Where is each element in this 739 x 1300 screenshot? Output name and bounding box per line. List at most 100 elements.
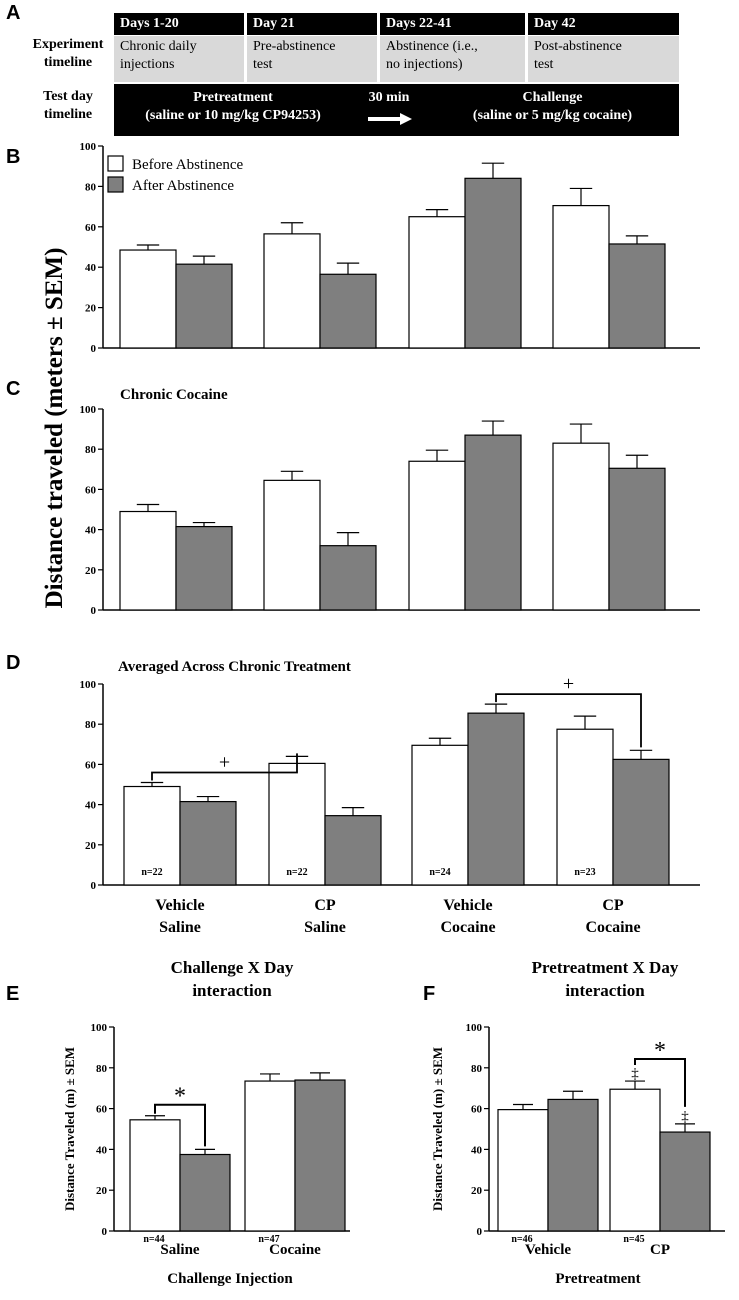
panel-f-n-label: n=46 — [511, 1234, 532, 1245]
panel-d-n-label: n=24 — [429, 867, 450, 878]
panel-c-bar-before-2 — [263, 479, 321, 611]
panel-c-bar-after-1 — [175, 525, 233, 611]
panel-c-y-tick-label: 100 — [80, 404, 97, 416]
phase-cell-3: Abstinence (i.e., no injections) — [380, 36, 525, 82]
panel-f-category-label: CP — [650, 1242, 670, 1258]
phase-3-line1: Abstinence (i.e., — [386, 39, 478, 54]
panel-d-sig-mark-2: + — [563, 673, 574, 695]
panel-e-category-label: Cocaine — [269, 1242, 321, 1258]
panel-e-bar-after-2 — [294, 1079, 346, 1232]
panel-c-chart: 0 20 40 60 80 100 — [80, 404, 700, 617]
panel-e-y-tick-label: 40 — [96, 1144, 108, 1156]
panel-c-y-tick-label: 20 — [85, 565, 97, 577]
panel-d-n-label: n=22 — [286, 867, 307, 878]
panel-d-category-line2: Cocaine — [440, 919, 495, 936]
panel-e-bar-after-1 — [179, 1153, 231, 1232]
panel-c-bar-after-3 — [464, 434, 522, 611]
panel-d-bar-before-1 — [123, 785, 181, 886]
panel-d-category-line2: Cocaine — [585, 919, 640, 936]
panel-f-bar-after-1 — [547, 1098, 599, 1232]
panel-d-sig-bracket-1 — [151, 753, 298, 781]
panel-f-bar-before-1 — [497, 1109, 549, 1232]
panel-c-y-tick-label: 60 — [85, 484, 97, 496]
panel-b-bar-before-1 — [119, 249, 177, 349]
panel-f-title-line2: interaction — [565, 981, 645, 1000]
panel-letter-e: E — [6, 983, 19, 1005]
legend-label-after: After Abstinence — [132, 178, 234, 194]
panel-b-y-tick-label: 0 — [91, 343, 97, 355]
panel-e-y-axis-label: Distance Traveled (m) ± SEM — [62, 1047, 77, 1211]
phase-head-2: Day 21 — [247, 13, 377, 35]
panel-b-chart: 0 20 40 60 80 100 Before Abstinence After Absti… — [80, 141, 700, 355]
phase-4-line2: test — [534, 57, 554, 72]
phase-head-1: Days 1-20 — [114, 13, 244, 35]
panel-f-y-tick-label: 20 — [471, 1185, 483, 1197]
panel-letter-a: A — [6, 2, 21, 24]
shared-y-axis-label: Distance traveled (meters ± SEM) — [41, 248, 68, 609]
panel-d-category-line2: Saline — [159, 919, 201, 936]
experiment-label-line1: Experiment — [32, 37, 104, 52]
test-day-label-line1: Test day — [43, 89, 93, 104]
panel-f-y-tick-label: 80 — [471, 1063, 483, 1075]
panel-d-category-line1: Vehicle — [443, 897, 492, 914]
panel-e-sig-bracket — [154, 1103, 206, 1147]
panel-e-x-axis-label: Challenge Injection — [167, 1271, 293, 1287]
panel-f-chart: F Pretreatment X Day interaction 0 20 40 60 80 1… — [423, 958, 725, 1287]
panel-c-bar-before-3 — [408, 460, 466, 611]
panel-e-bar-before-1 — [129, 1119, 181, 1232]
panel-f-y-axis-label: Distance Traveled (m) ± SEM — [430, 1047, 445, 1211]
panel-d-sig-bracket-2 — [495, 693, 642, 748]
panel-d-category-line1: CP — [602, 897, 624, 914]
panel-b-y-tick-label: 20 — [85, 303, 97, 315]
panel-d-bar-before-2 — [268, 762, 326, 886]
panel-f-dagger-after: ‡ — [681, 1109, 689, 1125]
panel-c-title: Chronic Cocaine — [120, 387, 228, 403]
panel-f-y-tick-label: 40 — [471, 1144, 483, 1156]
panel-c-bar-before-1 — [119, 510, 177, 611]
panel-b-y-tick-label: 80 — [85, 181, 97, 193]
panel-c-y-tick-label: 0 — [91, 605, 97, 617]
panel-f-title-line1: Pretreatment X Day — [532, 958, 679, 977]
panel-d-bar-after-3 — [467, 712, 525, 886]
panel-d-y-tick-label: 80 — [85, 719, 97, 731]
panel-f-bar-before-2 — [609, 1088, 661, 1232]
panel-d-y-tick-label: 0 — [91, 880, 97, 892]
pretreatment-line2: (saline or 10 mg/kg CP94253) — [145, 108, 321, 123]
challenge-line1: Challenge — [522, 90, 583, 105]
legend-label-before: Before Abstinence — [132, 157, 244, 173]
panel-f-x-axis-label: Pretreatment — [555, 1271, 640, 1287]
interval-label: 30 min — [368, 90, 410, 105]
panel-b-bar-before-2 — [263, 233, 321, 349]
panel-d-bar-before-4 — [556, 728, 614, 886]
panel-d-y-tick-label: 40 — [85, 800, 97, 812]
panel-c-bar-before-4 — [552, 442, 610, 611]
panel-d-category-line2: Saline — [304, 919, 346, 936]
panel-e-y-tick-label: 0 — [102, 1226, 108, 1238]
panel-f-y-tick-label: 0 — [477, 1226, 483, 1238]
arrow-right-icon — [368, 113, 412, 125]
panel-letter-d: D — [6, 652, 20, 674]
phase-1-line2: injections — [120, 57, 175, 72]
phase-2-line2: test — [253, 57, 273, 72]
panel-f-sig-mark: * — [654, 1038, 666, 1064]
panel-d-category-line1: CP — [314, 897, 336, 914]
panel-f-n-label: n=45 — [623, 1234, 644, 1245]
panel-d-sig-mark-1: + — [219, 751, 230, 773]
panel-c-bar-after-2 — [319, 545, 377, 611]
panel-b-bar-after-4 — [608, 243, 666, 349]
panel-e-y-tick-label: 80 — [96, 1063, 108, 1075]
panel-f-category-label: Vehicle — [525, 1242, 571, 1258]
panel-d-n-label: n=22 — [141, 867, 162, 878]
phase-head-4: Day 42 — [528, 13, 679, 35]
phase-cell-2: Pre-abstinence test — [247, 36, 377, 82]
panel-d-y-tick-label: 100 — [80, 679, 97, 691]
test-day-label-line2: timeline — [43, 107, 93, 122]
pretreatment-line1: Pretreatment — [193, 90, 273, 105]
test-day-timeline-label: Test day timeline — [18, 88, 118, 124]
panel-f-y-tick-label: 60 — [471, 1104, 483, 1116]
panel-d-category-line1: Vehicle — [155, 897, 204, 914]
panel-letter-b: B — [6, 146, 20, 168]
panel-e-y-tick-label: 60 — [96, 1104, 108, 1116]
panel-f-bar-after-2 — [659, 1131, 711, 1232]
